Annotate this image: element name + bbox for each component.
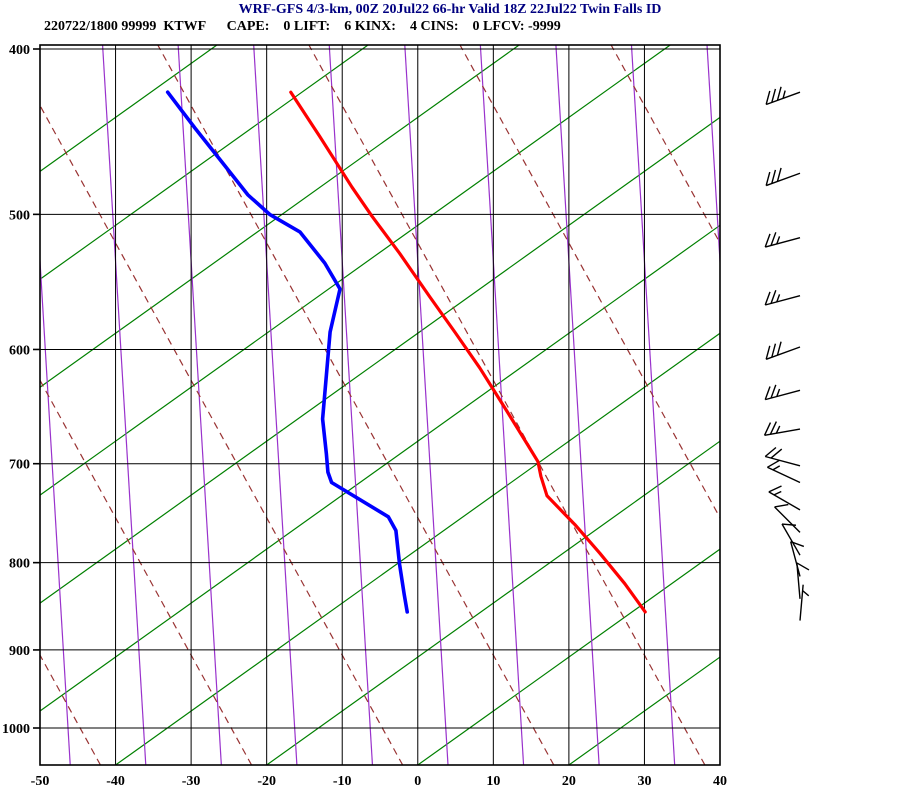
wind-barb [796,562,810,599]
wind-barb [765,341,801,360]
wind-barb [781,523,801,556]
temp-tick-label: -20 [257,774,276,789]
temp-tick-label: 30 [637,774,651,789]
red-dashed-mixing-lines [40,45,720,765]
pressure-tick-label: 600 [9,343,30,358]
temp-tick-label: -40 [106,774,125,789]
grid-lines [33,44,721,766]
wind-barbs [763,86,810,621]
dewpoint-trace [165,90,410,614]
temp-tick-label: 0 [414,774,421,789]
wind-barb [763,421,801,436]
wind-barb [768,485,801,511]
temp-tick-label: -50 [31,774,50,789]
wind-barb [774,503,801,533]
green-isotherm-diagonals [40,45,720,765]
axis-labels: 400 500 600 700 800 900 1000 -50 -40 -30 -20 -10 0 10… [2,43,727,789]
pressure-tick-label: 400 [9,43,30,58]
wind-barb [765,86,801,106]
wind-barb [799,584,810,621]
station-info-line: 220722/1800 99999 KTWF CAPE: 0 LIFT: 6 K… [44,19,561,34]
temperature-trace [289,90,647,614]
background-lines [40,45,720,765]
wind-barb [790,540,805,577]
purple-adiabat-lines [40,45,720,765]
pressure-tick-label: 500 [9,208,30,223]
temp-tick-label: -10 [333,774,352,789]
pressure-tick-label: 800 [9,557,30,572]
chart-title: WRF-GFS 4/3-km, 00Z 20Jul22 66-hr Valid … [238,2,662,17]
temp-tick-label: 10 [486,774,500,789]
wind-barb [764,290,801,306]
sounding-traces [165,90,647,614]
temp-tick-label: 40 [713,774,727,789]
temp-tick-label: 20 [562,774,576,789]
pressure-tick-label: 700 [9,458,30,473]
pressure-tick-label: 900 [9,644,30,659]
temp-tick-label: -30 [182,774,201,789]
pressure-tick-label: 1000 [2,722,30,737]
wind-barb [764,446,801,467]
wind-barb [767,459,801,484]
wind-barb [764,232,801,248]
wind-barb [765,167,801,187]
wind-barb [764,384,801,401]
